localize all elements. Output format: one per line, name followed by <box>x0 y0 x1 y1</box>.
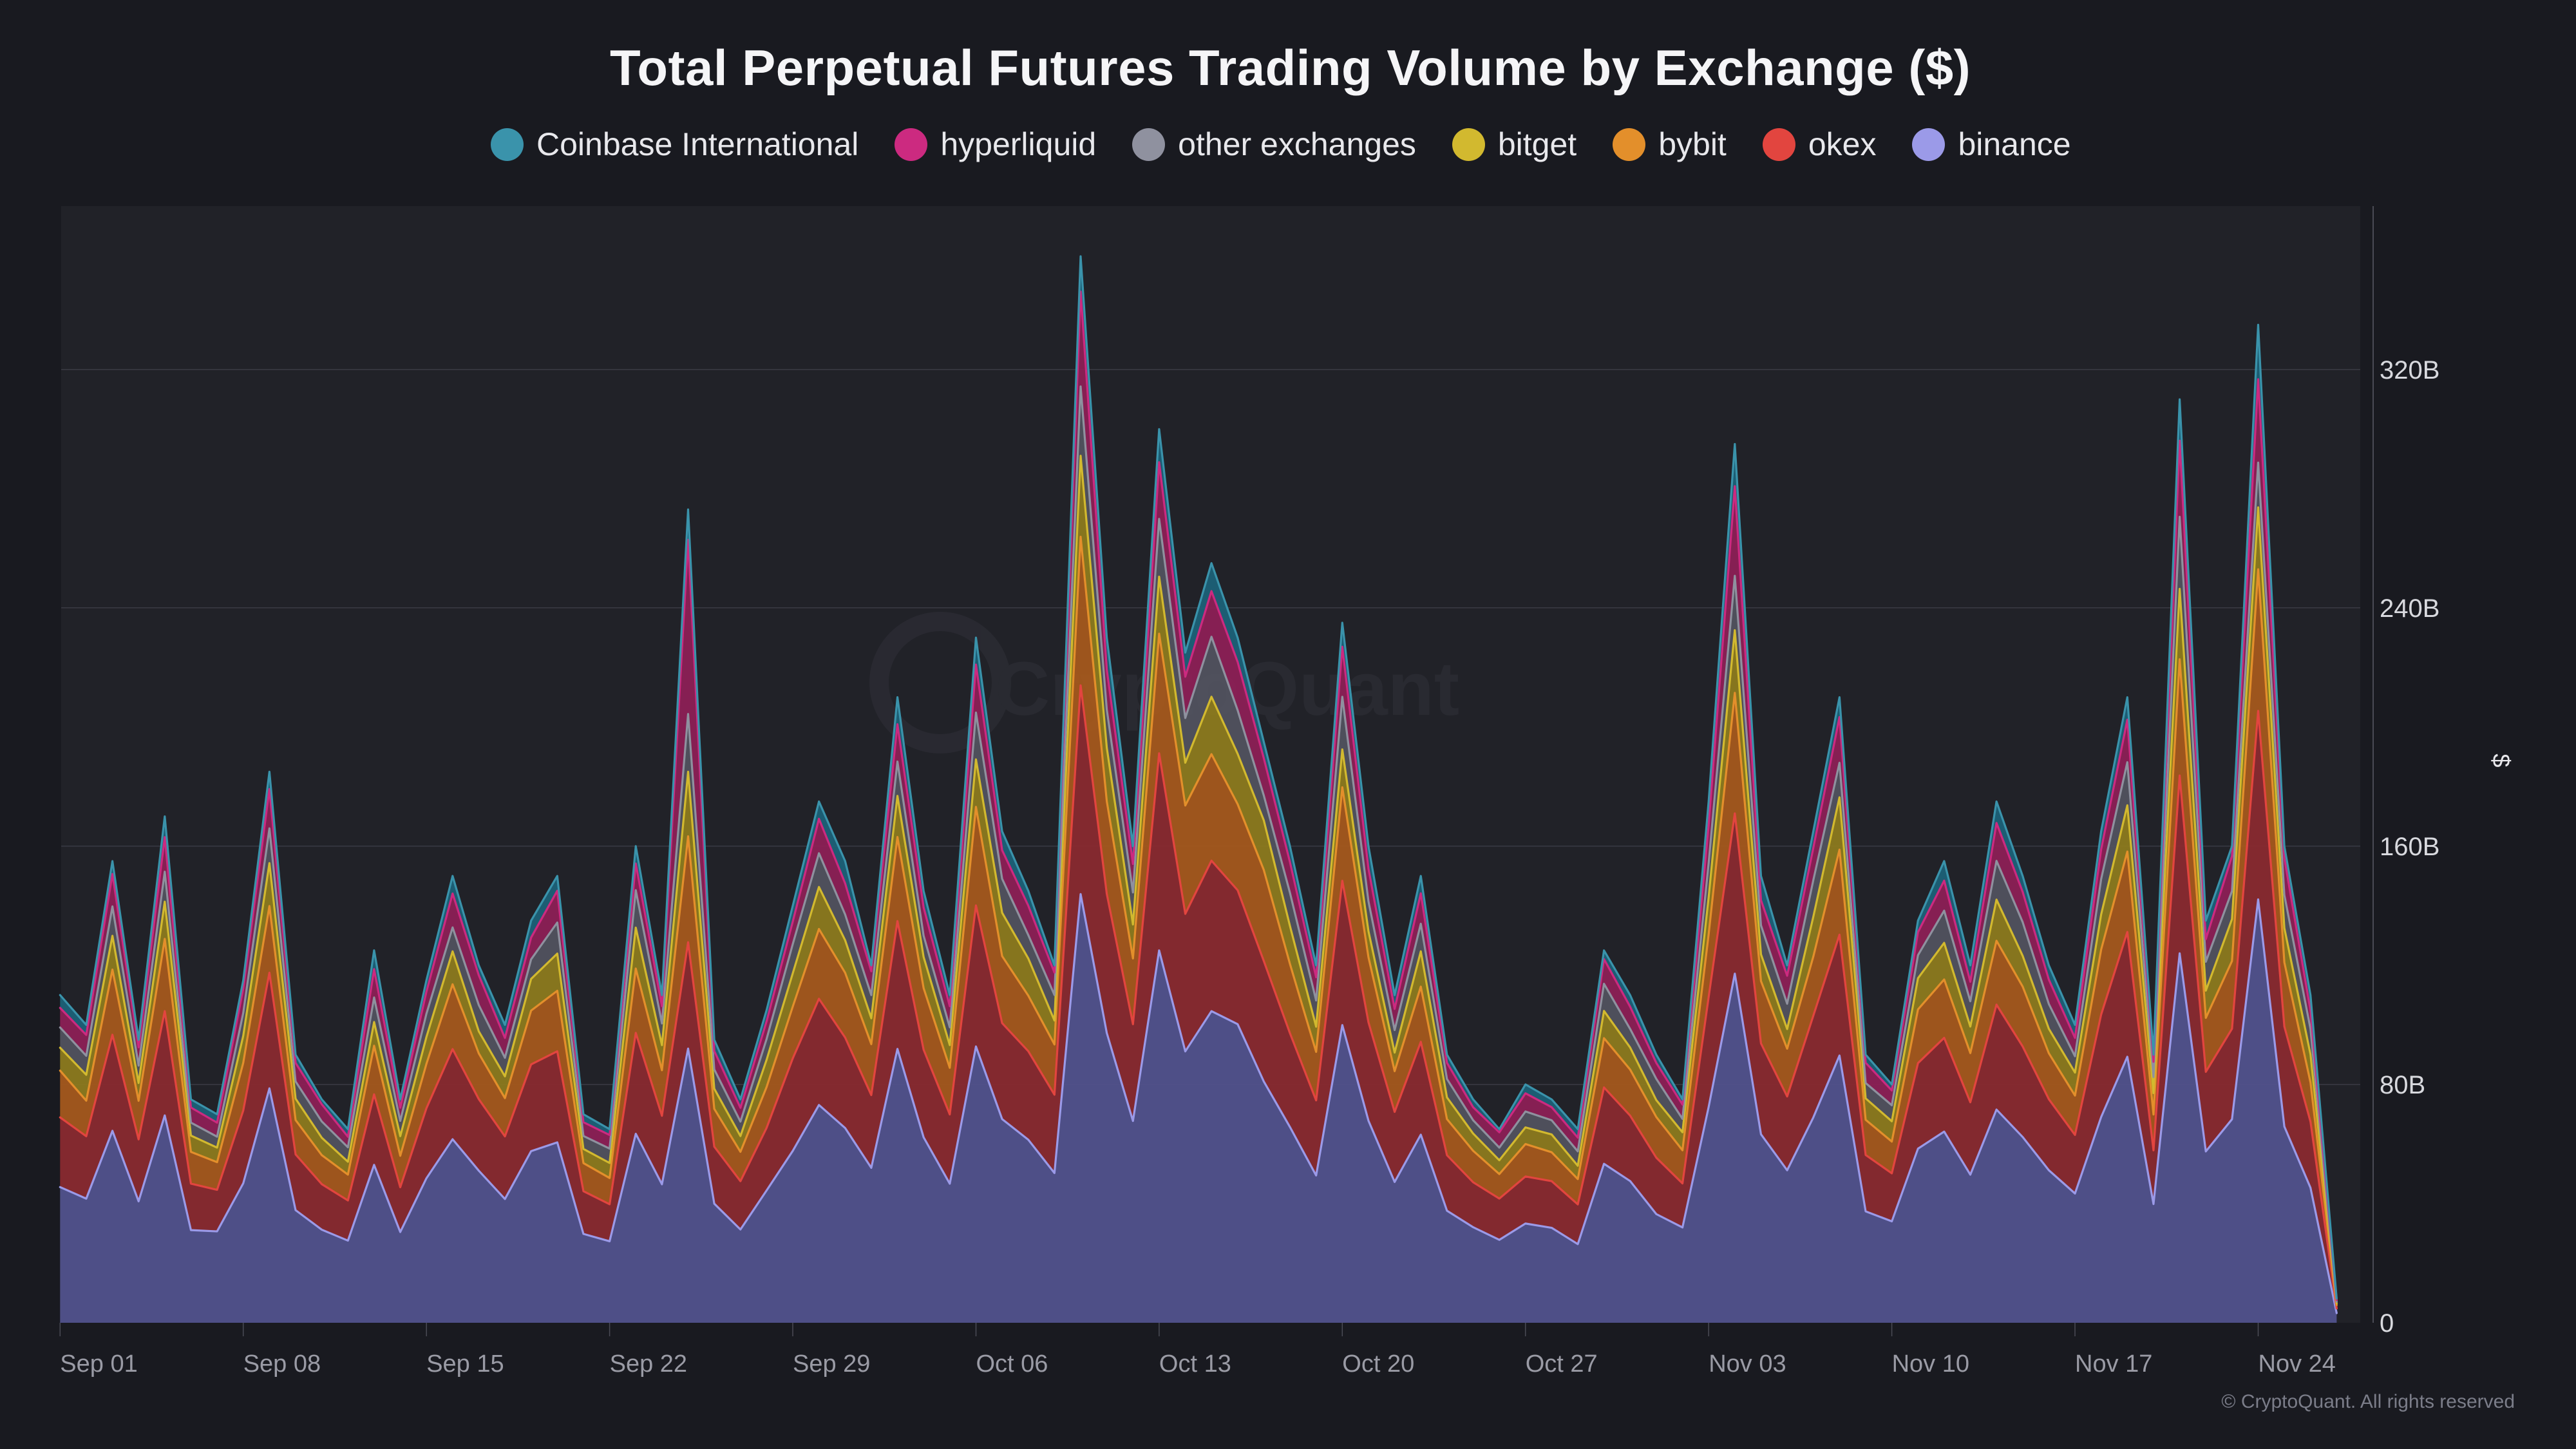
svg-text:Nov 10: Nov 10 <box>1892 1350 1969 1378</box>
svg-text:$: $ <box>2487 753 2514 767</box>
svg-text:Sep 29: Sep 29 <box>793 1350 870 1378</box>
svg-text:Sep 01: Sep 01 <box>60 1350 137 1378</box>
svg-text:Sep 15: Sep 15 <box>426 1350 504 1378</box>
svg-text:80B: 80B <box>2380 1071 2425 1099</box>
svg-text:Nov 24: Nov 24 <box>2259 1350 2336 1378</box>
svg-text:0: 0 <box>2380 1309 2394 1338</box>
svg-text:Oct 27: Oct 27 <box>1526 1350 1598 1378</box>
svg-text:Sep 08: Sep 08 <box>243 1350 321 1378</box>
svg-text:Nov 03: Nov 03 <box>1709 1350 1786 1378</box>
svg-text:Sep 22: Sep 22 <box>610 1350 687 1378</box>
svg-text:Oct 20: Oct 20 <box>1342 1350 1414 1378</box>
svg-text:Nov 17: Nov 17 <box>2075 1350 2152 1378</box>
svg-text:Oct 13: Oct 13 <box>1159 1350 1231 1378</box>
svg-text:Oct 06: Oct 06 <box>976 1350 1048 1378</box>
svg-text:160B: 160B <box>2380 833 2439 861</box>
svg-text:240B: 240B <box>2380 594 2439 623</box>
svg-text:320B: 320B <box>2380 356 2439 384</box>
